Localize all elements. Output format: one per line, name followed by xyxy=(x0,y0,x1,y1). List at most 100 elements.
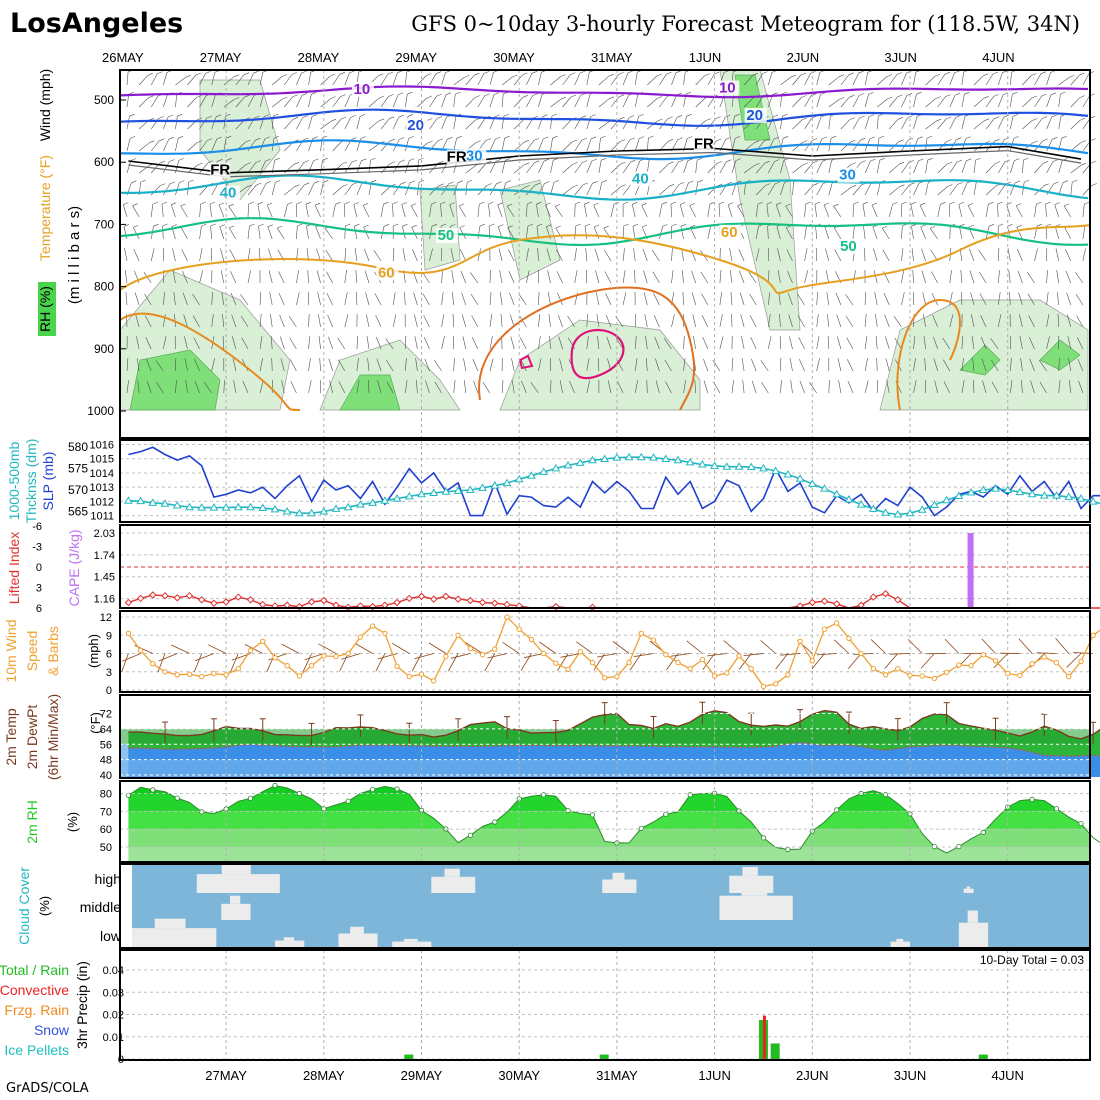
wind-barb xyxy=(923,336,926,350)
wind-barb-flag xyxy=(378,73,384,77)
wind-barb xyxy=(671,270,674,284)
wind-barb-flag xyxy=(648,135,654,139)
wind-barb xyxy=(405,357,407,372)
wind-barb xyxy=(632,226,636,240)
wind-speed-marker xyxy=(577,649,583,655)
wind-barb xyxy=(943,359,951,372)
wind-barb-flag xyxy=(484,93,490,97)
wind-barb-flag xyxy=(351,137,357,140)
wind-barb xyxy=(511,380,515,394)
contour-label-bg xyxy=(837,167,860,183)
wind-barb-flag xyxy=(1032,140,1038,144)
wind-barb-flag xyxy=(898,139,904,143)
wind-barb-flag xyxy=(997,201,1003,205)
wind-barb-flag xyxy=(897,117,904,120)
wind-barb xyxy=(727,204,733,218)
wind-barb xyxy=(1022,97,1033,108)
wind-barb xyxy=(610,163,621,174)
wind-barb xyxy=(296,72,302,86)
wind-barb-flag xyxy=(1042,138,1048,142)
lifted-index-tick-label: 6 xyxy=(36,603,42,615)
wind-barb xyxy=(308,183,315,196)
wind-barb-10m xyxy=(157,653,166,673)
wind-barb-flag xyxy=(524,185,530,188)
wind-barb xyxy=(414,314,418,328)
wind-barb xyxy=(416,379,418,394)
wind-barb-flag xyxy=(354,223,360,227)
rh-tick-label: 80 xyxy=(100,789,112,801)
wind-barb-flag xyxy=(772,92,778,95)
cloud-low-area xyxy=(338,933,378,947)
wind-barb-flag xyxy=(810,71,816,74)
wind-barb xyxy=(768,72,773,86)
wind-barb-flag xyxy=(898,162,905,165)
wind-barb xyxy=(1054,204,1059,218)
wind-barb-flag xyxy=(592,181,598,184)
wind-barb xyxy=(422,293,430,306)
wind-barb xyxy=(204,382,212,394)
wind-barb xyxy=(730,291,733,306)
rh-marker xyxy=(345,798,351,804)
wind-barb xyxy=(307,269,309,284)
wind-barb xyxy=(463,380,467,394)
wind-barb xyxy=(804,140,813,152)
wind-barb xyxy=(681,270,684,284)
wind-barb xyxy=(138,75,149,86)
wind-barb xyxy=(146,358,152,372)
wind-barb xyxy=(562,96,572,108)
wind-barb xyxy=(574,270,578,284)
wind-barb xyxy=(184,358,188,372)
wind-barb xyxy=(233,380,237,394)
wind-barb-flag xyxy=(399,159,406,163)
wind-barb xyxy=(671,94,677,108)
wind-barb xyxy=(344,270,347,284)
wind-barb xyxy=(886,380,890,394)
wind-barb-flag xyxy=(752,73,758,76)
cloud-sky-background xyxy=(131,865,1089,947)
wind-barb xyxy=(981,358,987,372)
wind-barb xyxy=(846,337,854,350)
wind-barb xyxy=(380,118,390,130)
cloud-low-area xyxy=(128,928,217,947)
rh-tick-label: 70 xyxy=(100,806,112,818)
wind-barb xyxy=(877,76,888,86)
thickness-marker xyxy=(233,502,243,511)
wind-barb xyxy=(826,292,830,306)
wind-speed-line xyxy=(127,615,1100,688)
wind-barb xyxy=(925,120,937,130)
wind-barb xyxy=(653,314,660,328)
wind-barb-10m xyxy=(1066,653,1082,668)
wind-barb-10m xyxy=(121,653,129,673)
temp-unit-label: (°F) xyxy=(88,712,103,734)
wind-barb xyxy=(472,358,479,372)
wind-barb-flag xyxy=(1043,183,1049,187)
wind-barb xyxy=(647,137,649,152)
chart-title: GFS 0~10day 3-hourly Forecast Meteogram … xyxy=(411,12,1080,36)
wind-barb xyxy=(392,203,394,218)
wind-barb xyxy=(374,293,382,306)
wind-barb xyxy=(477,73,485,86)
wind-barb-flag xyxy=(545,202,551,206)
wind-barb xyxy=(271,357,273,372)
wind-barb xyxy=(647,98,658,108)
precip-tick-label: 0.02 xyxy=(103,1010,124,1022)
thickness-marker xyxy=(624,452,634,461)
wind-barb-flag xyxy=(581,115,587,118)
wind-barb-flag xyxy=(427,118,433,121)
wind-barb-flag xyxy=(1012,91,1018,95)
wind-speed-marker xyxy=(333,653,339,660)
wind-barb-flag xyxy=(886,74,893,77)
wind-barb xyxy=(1010,357,1012,372)
wind-barb xyxy=(296,95,303,108)
wind-speed-marker xyxy=(369,623,376,629)
wind-barb-flag xyxy=(340,116,347,120)
wind-barb xyxy=(985,73,994,86)
wind-barb-10m xyxy=(339,653,349,672)
wind-barb xyxy=(441,314,445,328)
wind-barb xyxy=(228,227,237,240)
wind-barb xyxy=(972,358,975,372)
wind-barb xyxy=(703,358,709,372)
wind-barb xyxy=(864,291,866,306)
wind-barb-10m xyxy=(686,640,703,654)
wind-barb xyxy=(827,314,830,328)
